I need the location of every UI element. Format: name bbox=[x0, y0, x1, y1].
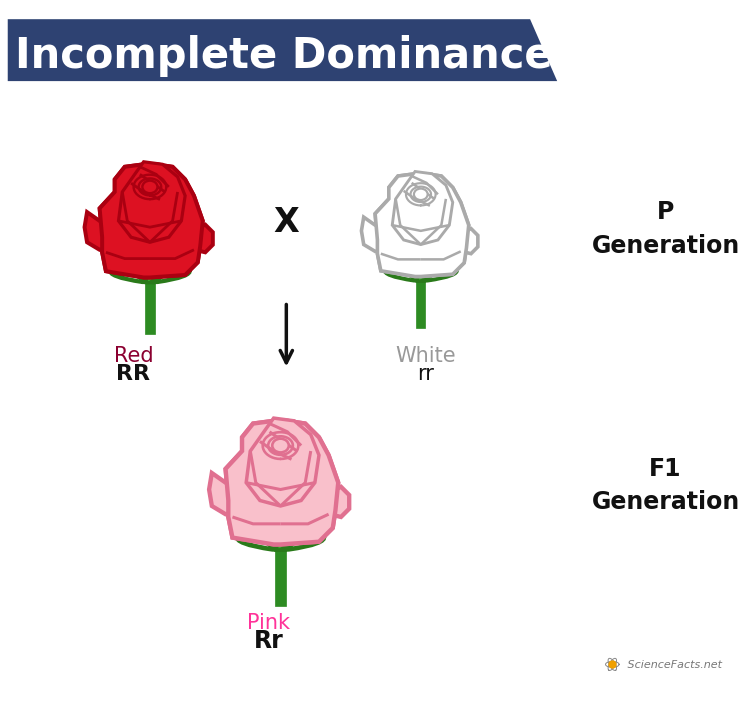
Ellipse shape bbox=[414, 189, 428, 200]
PathPatch shape bbox=[100, 164, 202, 278]
PathPatch shape bbox=[280, 525, 305, 550]
PathPatch shape bbox=[226, 421, 338, 545]
PathPatch shape bbox=[392, 172, 453, 245]
Text: Red: Red bbox=[114, 346, 153, 366]
PathPatch shape bbox=[400, 261, 421, 281]
PathPatch shape bbox=[209, 473, 242, 515]
Text: rr: rr bbox=[417, 365, 434, 384]
PathPatch shape bbox=[462, 229, 478, 254]
PathPatch shape bbox=[152, 270, 190, 283]
PathPatch shape bbox=[85, 212, 115, 250]
PathPatch shape bbox=[150, 260, 172, 283]
PathPatch shape bbox=[127, 260, 150, 283]
PathPatch shape bbox=[256, 525, 280, 550]
PathPatch shape bbox=[277, 528, 285, 550]
PathPatch shape bbox=[100, 164, 202, 278]
Text: White: White bbox=[395, 346, 456, 366]
Ellipse shape bbox=[272, 439, 289, 452]
PathPatch shape bbox=[375, 174, 469, 276]
PathPatch shape bbox=[226, 421, 338, 545]
PathPatch shape bbox=[282, 536, 325, 550]
Text: F1
Generation: F1 Generation bbox=[592, 456, 740, 515]
Text: X: X bbox=[274, 206, 299, 239]
PathPatch shape bbox=[362, 217, 388, 252]
PathPatch shape bbox=[145, 280, 155, 334]
PathPatch shape bbox=[421, 261, 442, 281]
PathPatch shape bbox=[330, 486, 350, 517]
PathPatch shape bbox=[375, 174, 469, 276]
PathPatch shape bbox=[236, 536, 279, 550]
PathPatch shape bbox=[384, 270, 420, 281]
PathPatch shape bbox=[8, 19, 557, 81]
Text: P
Generation: P Generation bbox=[592, 200, 740, 258]
PathPatch shape bbox=[275, 547, 286, 606]
PathPatch shape bbox=[416, 279, 425, 328]
Ellipse shape bbox=[142, 181, 158, 193]
PathPatch shape bbox=[118, 162, 185, 243]
PathPatch shape bbox=[417, 263, 424, 281]
PathPatch shape bbox=[146, 262, 154, 283]
PathPatch shape bbox=[195, 224, 213, 252]
Text: ScienceFacts.net: ScienceFacts.net bbox=[624, 660, 722, 670]
Text: RR: RR bbox=[116, 365, 151, 384]
Text: Rr: Rr bbox=[254, 629, 284, 653]
Text: Incomplete Dominance: Incomplete Dominance bbox=[16, 35, 553, 77]
PathPatch shape bbox=[246, 418, 319, 506]
PathPatch shape bbox=[422, 270, 458, 281]
Text: Pink: Pink bbox=[248, 613, 290, 633]
PathPatch shape bbox=[110, 270, 148, 283]
